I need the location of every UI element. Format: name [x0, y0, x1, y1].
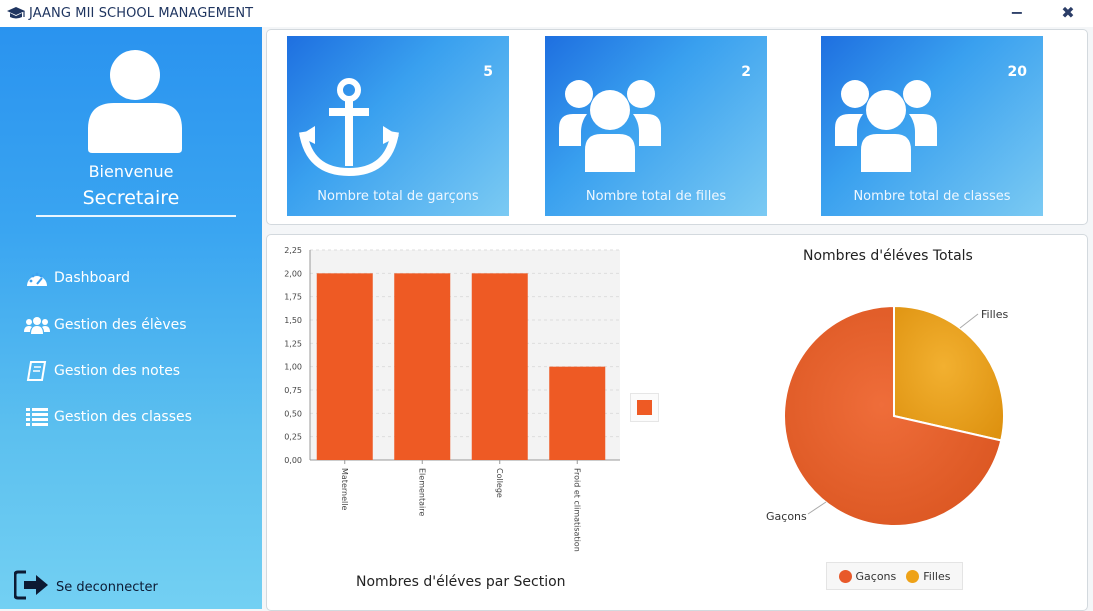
y-tick-label: 1,25 — [284, 339, 302, 348]
group-icon — [559, 80, 661, 172]
y-tick-label: 2,00 — [284, 269, 302, 278]
legend-swatch — [906, 569, 920, 583]
y-tick-label: 0,75 — [284, 386, 302, 395]
legend-label: Filles — [923, 569, 951, 583]
user-avatar-icon — [88, 50, 182, 153]
legend-label: Gaçons — [855, 569, 897, 583]
graduation-cap-icon — [7, 7, 25, 19]
x-tick-label: Froid et climatisation — [572, 468, 581, 552]
group-icon — [835, 80, 937, 172]
anchor-icon — [299, 78, 399, 176]
y-tick-label: 0,25 — [284, 433, 302, 442]
close-button[interactable]: ✖ — [1061, 3, 1075, 22]
bar-chart-title: Nombres d'éléves par Section — [356, 574, 566, 590]
user-role: Secretaire — [82, 187, 180, 209]
bar-legend — [630, 393, 659, 422]
bar-chart: 0,00 0,25 0,50 0,75 1,00 1,25 1,50 1,75 2,00 2,25… — [284, 246, 620, 552]
bar — [471, 273, 528, 460]
bar-legend-swatch — [637, 400, 652, 415]
list-icon — [24, 406, 50, 428]
stat-count: 2 — [741, 64, 751, 80]
dashboard-icon — [24, 267, 50, 289]
legend-item-garcons: Gaçons — [838, 569, 897, 583]
stat-label: Nombre total de classes — [853, 189, 1011, 204]
bar — [394, 273, 451, 460]
pie-legend: Gaçons Filles — [826, 562, 963, 590]
y-tick-label: 0,50 — [284, 409, 302, 418]
sidebar-item-label: Gestion des élèves — [54, 317, 187, 333]
leader-line-garcons — [807, 501, 827, 515]
sidebar-item-dashboard[interactable]: Dashboard — [24, 265, 130, 291]
sidebar-item-notes[interactable]: Gestion des notes — [24, 358, 180, 384]
minimize-button[interactable]: − — [1010, 3, 1024, 22]
stat-card-boys[interactable]: 5 Nombre total de garçons — [287, 36, 509, 216]
stat-card-girls[interactable]: 2 Nombre total de filles — [545, 36, 767, 216]
leader-line-filles — [959, 313, 979, 329]
logout-button[interactable]: Se deconnecter — [13, 570, 158, 604]
legend-item-filles: Filles — [906, 569, 951, 583]
pie-chart-title: Nombres d'éléves Totals — [803, 248, 973, 264]
x-tick-label: Elementaire — [417, 468, 426, 516]
title-bar: JAANG MII SCHOOL MANAGEMENT − ✖ — [0, 0, 1093, 27]
sidebar: Bienvenue Secretaire Dashboard Gestion d… — [0, 27, 262, 609]
pie-label-filles: Filles — [981, 308, 1009, 321]
y-tick-label: 2,25 — [284, 246, 302, 255]
stat-label: Nombre total de garçons — [317, 189, 479, 204]
y-tick-label: 1,00 — [284, 363, 302, 372]
sidebar-item-label: Dashboard — [54, 270, 130, 286]
pie-label-garcons: Gaçons — [766, 510, 807, 523]
stat-count: 20 — [1007, 64, 1027, 80]
sidebar-item-label: Gestion des classes — [54, 409, 192, 425]
pie-slice-filles — [893, 304, 1005, 442]
x-tick-label: Maternelle — [340, 468, 349, 510]
sidebar-item-label: Gestion des notes — [54, 363, 181, 379]
notebook-icon — [24, 360, 50, 382]
y-tick-label: 0,00 — [284, 456, 302, 465]
logout-label: Se deconnecter — [56, 579, 158, 595]
app-title: JAANG MII SCHOOL MANAGEMENT — [29, 6, 254, 21]
y-tick-label: 1,75 — [284, 293, 302, 302]
stat-card-classes[interactable]: 20 Nombre total de classes — [821, 36, 1043, 216]
stat-label: Nombre total de filles — [585, 189, 727, 204]
legend-swatch — [838, 569, 852, 583]
user-divider — [36, 215, 236, 217]
welcome-text: Bienvenue — [88, 162, 174, 181]
bar — [549, 366, 606, 460]
x-tick-label: College — [495, 468, 504, 498]
stat-count: 5 — [483, 64, 493, 80]
sidebar-item-students[interactable]: Gestion des élèves — [24, 312, 187, 338]
pie-chart — [783, 304, 1005, 527]
y-tick-label: 1,50 — [284, 316, 302, 325]
students-icon — [24, 314, 50, 336]
sidebar-item-classes[interactable]: Gestion des classes — [24, 404, 192, 430]
logout-icon — [13, 570, 52, 604]
bar — [316, 273, 373, 460]
pie-slice-garcons — [783, 304, 1003, 527]
